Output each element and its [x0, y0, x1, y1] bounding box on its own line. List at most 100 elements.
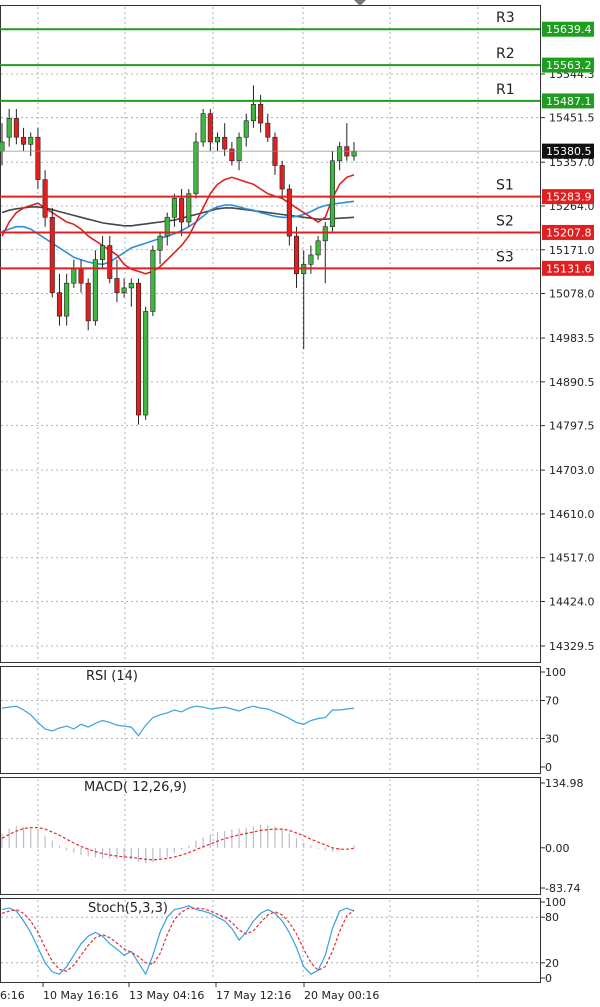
- stoch-signal-line: [1, 907, 355, 972]
- candle-body: [236, 136, 242, 162]
- macd-y-tick-label: 0.00: [545, 842, 570, 855]
- candle-body: [351, 151, 357, 157]
- stoch-y-tick-label: 0: [545, 972, 552, 985]
- panel-frame-macd: [0, 777, 541, 895]
- candle-body: [207, 113, 213, 143]
- candle-body: [294, 235, 300, 275]
- y-tick-label: 15171.0: [549, 244, 595, 257]
- x-tick-label: 20 May 00:16: [304, 989, 379, 1002]
- y-tick-label: 15078.0: [549, 288, 595, 301]
- x-tick-label: 17 May 12:16: [216, 989, 291, 1002]
- stoch-y-tick-label: 20: [545, 957, 559, 970]
- candle-body: [315, 240, 321, 256]
- candle-body: [150, 249, 156, 312]
- current-price-label: 15380.5: [546, 145, 592, 158]
- candle-body: [250, 103, 256, 122]
- y-tick-label: 14424.0: [549, 596, 595, 609]
- level-badge-r3: [542, 21, 594, 37]
- macd-title: MACD( 12,26,9): [84, 780, 187, 795]
- x-edge-label: 6:16: [0, 989, 25, 1002]
- candle-body: [229, 148, 235, 162]
- candle-body: [171, 198, 177, 218]
- candle-body: [222, 136, 228, 150]
- candle-body: [114, 278, 120, 293]
- stoch-title: Stoch(5,3,3): [88, 901, 168, 916]
- candle-body: [214, 136, 221, 143]
- ma-red-line: [1, 174, 355, 275]
- level-badge-r1: [542, 93, 594, 109]
- candle-body: [186, 193, 192, 223]
- level-name-s3: S3: [496, 249, 514, 265]
- candle-body: [286, 188, 292, 237]
- rsi-title: RSI (14): [86, 669, 138, 684]
- rsi-y-tick-label: 70: [545, 695, 559, 708]
- candle-body: [35, 136, 41, 180]
- stoch-main-line: [1, 905, 355, 976]
- rsi-y-tick-label: 0: [545, 761, 552, 774]
- candle-body: [71, 268, 77, 284]
- level-badge-s3: [542, 260, 594, 276]
- candle-body: [143, 311, 149, 416]
- x-tick-label: 10 May 16:16: [43, 989, 118, 1002]
- candle-body: [157, 235, 163, 251]
- y-tick-label: 14703.0: [549, 464, 595, 477]
- panel-frame-price: [0, 5, 541, 663]
- macd-y-tick-label: 134.98: [545, 777, 584, 790]
- level-name-r1: R1: [496, 82, 515, 98]
- candle-body: [64, 282, 70, 317]
- level-value-r3: 15639.4: [546, 23, 592, 36]
- candle-body: [78, 268, 84, 284]
- level-value-r2: 15563.2: [546, 59, 592, 72]
- level-badge-s2: [542, 224, 594, 240]
- scroll-marker-icon: [354, 0, 366, 6]
- candle-body: [0, 141, 5, 152]
- stoch-y-tick-label: 80: [545, 911, 559, 924]
- candle-body: [258, 103, 264, 124]
- macd-signal-line: [1, 826, 355, 861]
- current-price-badge: [542, 143, 594, 159]
- panel-frame-rsi: [0, 666, 541, 774]
- level-name-r3: R3: [496, 10, 515, 26]
- candle-body: [265, 122, 271, 138]
- candle-body: [193, 141, 199, 195]
- stoch-y-tick-label: 100: [545, 896, 566, 909]
- macd-y-tick-label: -83.74: [545, 882, 580, 895]
- rsi-y-tick-label: 100: [545, 666, 566, 679]
- candle-body: [13, 118, 19, 138]
- candle-body: [308, 254, 314, 265]
- candle-body: [337, 146, 343, 162]
- y-tick-label: 15357.0: [549, 156, 595, 169]
- candle-body: [243, 120, 249, 138]
- y-tick-label: 14517.0: [549, 552, 595, 565]
- level-value-s1: 15283.9: [546, 191, 592, 204]
- y-tick-label: 14797.5: [549, 420, 595, 433]
- candle-body: [6, 118, 12, 138]
- candle-body: [179, 198, 185, 223]
- candle-body: [49, 216, 55, 293]
- level-value-s3: 15131.6: [546, 262, 592, 275]
- candle-body: [85, 282, 91, 322]
- level-name-s1: S1: [496, 178, 514, 194]
- candle-body: [100, 245, 106, 260]
- candle-body: [92, 259, 98, 322]
- level-name-s2: S2: [496, 213, 514, 229]
- candle-body: [21, 136, 27, 145]
- candle-body: [329, 160, 335, 227]
- level-value-s2: 15207.8: [546, 226, 592, 239]
- level-badge-s1: [542, 189, 594, 205]
- candle-body: [121, 287, 127, 293]
- y-tick-label: 14329.5: [549, 640, 595, 653]
- level-name-r2: R2: [496, 46, 515, 62]
- y-tick-label: 14983.5: [549, 332, 595, 345]
- y-tick-label: 14890.5: [549, 376, 595, 389]
- panel-frame-stoch: [0, 898, 541, 983]
- candle-body: [164, 216, 170, 237]
- y-tick-label: 15451.5: [549, 112, 595, 125]
- y-tick-label: 14610.0: [549, 508, 595, 521]
- candle-body: [135, 282, 142, 416]
- level-badge-r2: [542, 57, 594, 73]
- level-value-r1: 15487.1: [546, 95, 592, 108]
- candle-body: [128, 282, 134, 289]
- candle-body: [42, 179, 48, 218]
- rsi-line: [1, 705, 355, 737]
